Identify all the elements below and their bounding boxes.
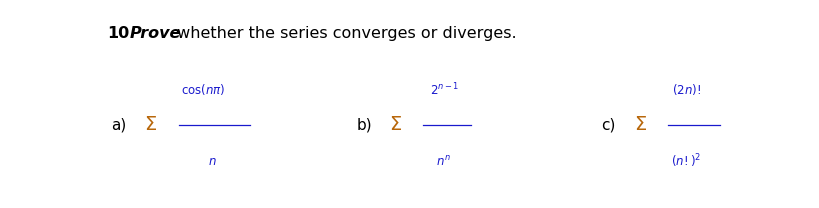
- Text: $\Sigma$: $\Sigma$: [634, 115, 647, 134]
- Text: $2^{n-1}$: $2^{n-1}$: [430, 81, 459, 98]
- Text: 10: 10: [107, 26, 129, 41]
- Text: $n^n$: $n^n$: [436, 155, 450, 168]
- Text: $\Sigma$: $\Sigma$: [389, 115, 402, 134]
- Text: Prove: Prove: [129, 26, 181, 41]
- Text: $n$: $n$: [208, 155, 216, 168]
- Text: $(n!)^2$: $(n!)^2$: [671, 153, 701, 170]
- Text: $\mathrm{cos}(n\pi)$: $\mathrm{cos}(n\pi)$: [181, 82, 225, 97]
- Text: $\Sigma$: $\Sigma$: [144, 115, 157, 134]
- Text: a): a): [111, 117, 127, 132]
- Text: whether the series converges or diverges.: whether the series converges or diverges…: [172, 26, 517, 41]
- Text: b): b): [356, 117, 372, 132]
- Text: $(2n)!$: $(2n)!$: [672, 82, 701, 97]
- Text: c): c): [601, 117, 616, 132]
